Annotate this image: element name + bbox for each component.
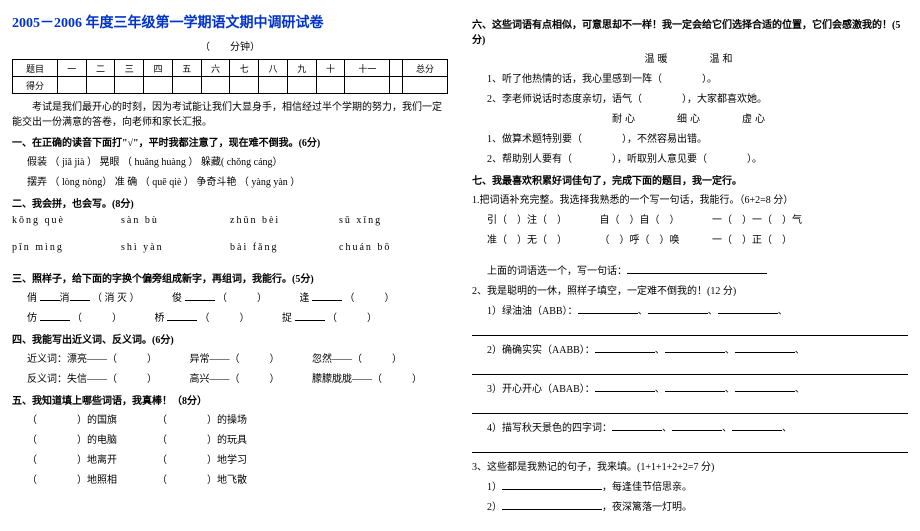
s5-row4: （）地照相（）地飞散	[12, 472, 448, 489]
s3-line1: 俏 消 （ 消 灭 ） 俊 （） 逢 （）	[12, 290, 448, 307]
section-2-title: 二、我会拼，也会写。(8分)	[12, 197, 448, 212]
s7-p1b: 上面的词语选一个，写一句话：	[472, 263, 908, 280]
s7-i3: 3）开心开心（ABAB）：、、、	[472, 381, 908, 398]
s6-l4: 2、帮助别人要有（ ），听取别人意见要（ ）。	[472, 151, 908, 168]
s6-l2: 2、李老师说话时态度亲切，语气（ ），大家都喜欢她。	[472, 91, 908, 108]
s4-line1: 近义词：漂亮——（） 异常——（） 忽然——（）	[12, 351, 448, 368]
section-1-title: 一、在正确的读音下面打"√"，平时我都注意了，现在难不倒我。(6分)	[12, 136, 448, 151]
time-limit: （ 分钟）	[12, 40, 448, 55]
s7-i2: 2）确确实实（AABB）：、、、	[472, 342, 908, 359]
exam-title: 2005－2006 年度三年级第一学期语文期中调研试卷	[12, 12, 448, 32]
s7-p1: 1.把词语补充完整。我选择我熟悉的一个写一句话，我能行。（6+2=8 分）	[472, 192, 908, 209]
pinyin-row-1: kōng quèsàn bùzhǔn bèisū xǐng	[12, 215, 448, 226]
s5-row3: （）地离开（）地学习	[12, 452, 448, 469]
s6-l3: 1、做算术题特别要（ ），不然容易出错。	[472, 131, 908, 148]
s7-p3: 3、这些都是我熟记的句子，我来填。(1+1+1+2+2=7 分)	[472, 459, 908, 476]
s1-line1: 假装 （ jiǎ jià ） 晃眼 （ huǎng huàng ） 躲藏( ch…	[12, 154, 448, 171]
score-table: 题目一二 三四五 六七八 九十十一 总分 得分	[12, 59, 448, 94]
s7-row2: 准（ ）无（ ） （ ）呼（ ）唤 一（ ）正（ ）	[472, 232, 908, 249]
left-column: 2005－2006 年度三年级第一学期语文期中调研试卷 （ 分钟） 题目一二 三…	[12, 12, 448, 519]
score-value-row: 得分	[13, 77, 448, 94]
section-3-title: 三、照样子，给下面的字换个偏旁组成新字，再组词，我能行。(5分)	[12, 272, 448, 287]
section-6-title: 六、这些词语有点相似，可意思却不一样！我一定会给它们选择合适的位置，它们会感激我…	[472, 18, 908, 48]
s7-i1: 1）绿油油（ABB）：、、、	[472, 303, 908, 320]
s7-i4: 4）描写秋天景色的四字词：、、、	[472, 420, 908, 437]
right-column: 六、这些词语有点相似，可意思却不一样！我一定会给它们选择合适的位置，它们会感激我…	[472, 12, 908, 519]
pinyin-row-2: pīn mìngshì yànbài fǎngchuán bō	[12, 242, 448, 253]
s5-row1: （）的国旗（）的操场	[12, 412, 448, 429]
s1-line2: 摆弄 （ lòng nòng） 准 确 （ quē qiè ） 争奇斗艳 （ y…	[12, 174, 448, 191]
s7-row1: 引（ ）注（ ） 自（ ）自（ ） 一（ ）一（ ）气	[472, 212, 908, 229]
s4-line2: 反义词：失信——（） 高兴——（） 朦朦胧胧——（）	[12, 371, 448, 388]
s6-pair2: 耐心 细心 虚心	[472, 111, 908, 128]
section-7-title: 七、我最喜欢积累好词佳句了，完成下面的题目，我一定行。	[472, 174, 908, 189]
score-head-row: 题目一二 三四五 六七八 九十十一 总分	[13, 60, 448, 77]
intro-text: 考试是我们最开心的时刻，因为考试能让我们大显身手，相信经过半个学期的努力，我们一…	[12, 100, 448, 130]
section-5-title: 五、我知道填上哪些词语，我真棒！（8分）	[12, 394, 448, 409]
s6-l1: 1、听了他热情的话，我心里感到一阵（ ）。	[472, 71, 908, 88]
s7-p2: 2、我是聪明的一休，照样子填空，一定难不倒我的！(12 分)	[472, 283, 908, 300]
s7-c1: 1），每逢佳节倍思亲。	[472, 479, 908, 496]
section-4-title: 四、我能写出近义词、反义词。(6分)	[12, 333, 448, 348]
s3-line2: 仿 （） 桥 （） 捉 （）	[12, 310, 448, 327]
s6-pair1: 温暖 温和	[472, 51, 908, 68]
s5-row2: （）的电脑（）的玩具	[12, 432, 448, 449]
